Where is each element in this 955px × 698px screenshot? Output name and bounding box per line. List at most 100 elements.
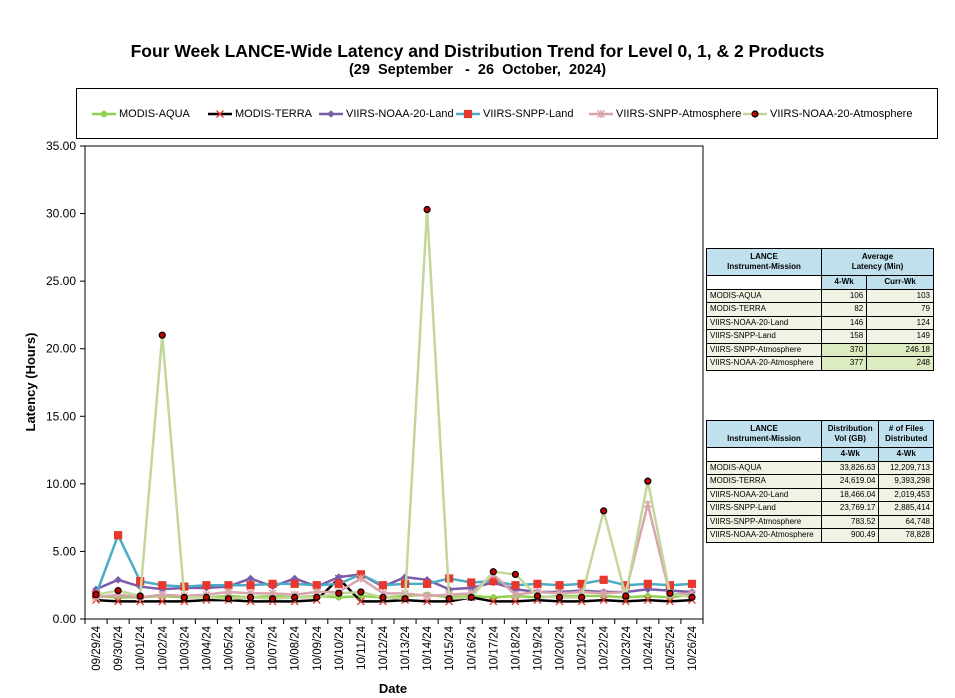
data-point	[180, 593, 188, 601]
data-point	[600, 592, 607, 600]
distribution-table-cell-value-a: 900.49	[820, 528, 880, 543]
latency-table-cell-value-b: 246.18	[866, 342, 934, 357]
latency-table-cell-value-b: 103	[866, 288, 934, 303]
data-point	[688, 596, 696, 605]
data-point	[335, 594, 343, 601]
data-point	[357, 588, 365, 596]
data-point	[224, 596, 233, 605]
data-point	[136, 597, 145, 606]
x-tick-label: 10/15/24	[444, 625, 456, 670]
data-point	[379, 597, 387, 606]
latency-table-cell-value-a: 146	[820, 315, 868, 330]
data-point	[202, 593, 210, 601]
latency-table-cell-value-b: 124	[866, 315, 934, 330]
distribution-table-cell-value-a: 783.52	[820, 514, 880, 529]
data-point	[665, 581, 674, 590]
data-point	[467, 589, 476, 598]
data-point	[114, 587, 122, 595]
data-point	[379, 582, 387, 591]
series-line	[95, 208, 693, 600]
y-tick-label: 0.00	[53, 612, 77, 626]
data-point	[578, 593, 586, 601]
data-point	[423, 205, 431, 214]
data-point	[114, 531, 123, 540]
data-point	[114, 597, 123, 606]
data-point	[180, 597, 189, 606]
latency-table-header-avg: Average Latency (Min)	[821, 248, 934, 276]
data-point	[555, 593, 564, 601]
data-point	[114, 590, 123, 599]
chart-legend: MODIS-AQUA MODIS-TERRA VIIRS-NOAA-20-Land V…	[76, 88, 938, 139]
latency-table-cell-value-b: 149	[866, 329, 934, 344]
legend-swatch	[319, 110, 343, 118]
data-point	[533, 587, 542, 597]
data-point	[269, 592, 276, 600]
data-point	[180, 584, 189, 592]
data-point	[268, 579, 277, 588]
data-point	[600, 507, 608, 515]
distribution-table-row: VIIRS-SNPP-Atmosphere 783.52 64,748	[706, 514, 934, 529]
data-point	[445, 590, 454, 599]
latency-table-cell-value-a: 370	[820, 342, 868, 357]
data-point	[203, 594, 210, 601]
data-point	[577, 587, 586, 597]
data-point	[356, 574, 365, 583]
data-point	[224, 581, 233, 590]
data-point	[313, 592, 320, 600]
data-point	[356, 597, 365, 606]
series-group	[92, 500, 696, 602]
data-point	[379, 593, 387, 601]
data-point	[401, 573, 409, 581]
data-point	[92, 596, 100, 605]
x-tick-label: 09/30/24	[113, 625, 125, 670]
data-point	[269, 595, 277, 603]
x-tick-label: 10/11/24	[356, 625, 368, 670]
x-tick-label: 09/29/24	[91, 625, 103, 670]
distribution-table-cell-value-a: 24,619.04	[820, 474, 880, 489]
data-point	[445, 597, 454, 606]
distribution-table-cell-value-b: 9,393,298	[878, 474, 934, 489]
data-point	[247, 594, 254, 601]
latency-table-sub-currwk: Curr-Wk	[866, 275, 934, 290]
latency-table-cell-mission: MODIS-TERRA	[706, 302, 822, 317]
data-point	[246, 593, 255, 601]
x-tick-label: 10/23/24	[621, 625, 633, 670]
legend-swatch	[92, 110, 116, 118]
distribution-table-row: VIIRS-NOAA-20-Atmosphere 900.49 78,828	[706, 528, 934, 543]
legend-label: MODIS-AQUA	[119, 108, 190, 120]
series-line	[95, 573, 693, 594]
data-point	[378, 581, 388, 590]
data-point	[313, 593, 321, 601]
distribution-table-row: VIIRS-NOAA-20-Land 18,466.04 2,019,453	[706, 487, 934, 502]
data-point	[533, 596, 542, 605]
data-point	[312, 581, 321, 590]
data-point	[202, 584, 211, 592]
latency-table: LANCE Instrument-Mission Average Latency…	[706, 248, 934, 371]
data-point	[290, 590, 299, 599]
legend-marker	[100, 110, 108, 118]
x-axis-label: Date	[379, 681, 407, 696]
latency-table-cell-mission: MODIS-AQUA	[706, 288, 822, 303]
data-point	[136, 577, 145, 586]
data-point	[555, 581, 564, 590]
data-point	[622, 594, 629, 601]
distribution-table-cell-value-b: 12,209,713	[878, 460, 934, 475]
data-point	[224, 587, 233, 597]
data-point	[489, 570, 498, 579]
data-point	[92, 585, 100, 594]
data-point	[401, 589, 410, 598]
data-point	[445, 585, 453, 594]
latency-table-cell-mission: VIIRS-SNPP-Land	[706, 329, 822, 344]
data-point	[114, 576, 122, 584]
data-point	[489, 577, 498, 586]
latency-table-cell-value-b: 79	[866, 302, 934, 317]
x-tick-label: 10/21/24	[577, 625, 589, 670]
series-group	[92, 570, 696, 596]
data-point	[136, 582, 144, 591]
data-point	[445, 595, 453, 603]
data-point	[423, 597, 432, 606]
distribution-table-cell-mission: MODIS-TERRA	[706, 474, 822, 489]
data-point	[334, 574, 343, 583]
legend-item: VIIRS-SNPP-Land	[455, 105, 573, 123]
data-point	[401, 596, 409, 605]
